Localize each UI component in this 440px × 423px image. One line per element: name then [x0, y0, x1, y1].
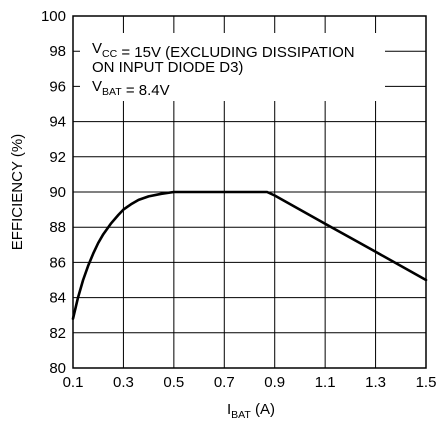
y-tick-label: 100: [41, 8, 66, 25]
x-tick-label: 0.7: [214, 374, 235, 391]
x-tick-label: 0.1: [63, 374, 84, 391]
x-tick-label: 0.5: [163, 374, 184, 391]
y-tick-label: 88: [49, 219, 66, 236]
annotation-line: VBAT = 8.4V: [92, 78, 170, 99]
y-tick-labels: 80 82 84 86 88 90 92 94 96 98 100: [41, 8, 66, 377]
x-tick-label: 0.3: [113, 374, 134, 391]
y-axis-title: EFFICIENCY (%): [9, 134, 26, 250]
x-tick-label: 0.9: [264, 374, 285, 391]
y-tick-label: 86: [49, 254, 66, 271]
annotation-line: VCC = 15V (EXCLUDING DISSIPATION: [92, 40, 355, 61]
y-tick-label: 96: [49, 78, 66, 95]
y-tick-label: 90: [49, 184, 66, 201]
y-tick-label: 80: [49, 360, 66, 377]
y-tick-label: 98: [49, 43, 66, 60]
y-tick-label: 84: [49, 290, 66, 307]
x-tick-label: 1.5: [416, 374, 437, 391]
y-tick-label: 82: [49, 325, 66, 342]
x-axis-title: IBAT (A): [227, 401, 275, 421]
y-tick-label: 94: [49, 114, 66, 131]
annotation-background: [80, 33, 385, 101]
annotation-line: ON INPUT DIODE D3): [92, 59, 243, 76]
plot-frame: [72, 15, 427, 369]
x-tick-labels: 0.1 0.3 0.5 0.7 0.9 1.1 1.3 1.5: [63, 374, 437, 391]
efficiency-line: [71, 190, 428, 321]
x-tick-label: 1.1: [315, 374, 336, 391]
x-tick-label: 1.3: [365, 374, 386, 391]
y-tick-label: 92: [49, 149, 66, 166]
series-group: [71, 190, 428, 321]
